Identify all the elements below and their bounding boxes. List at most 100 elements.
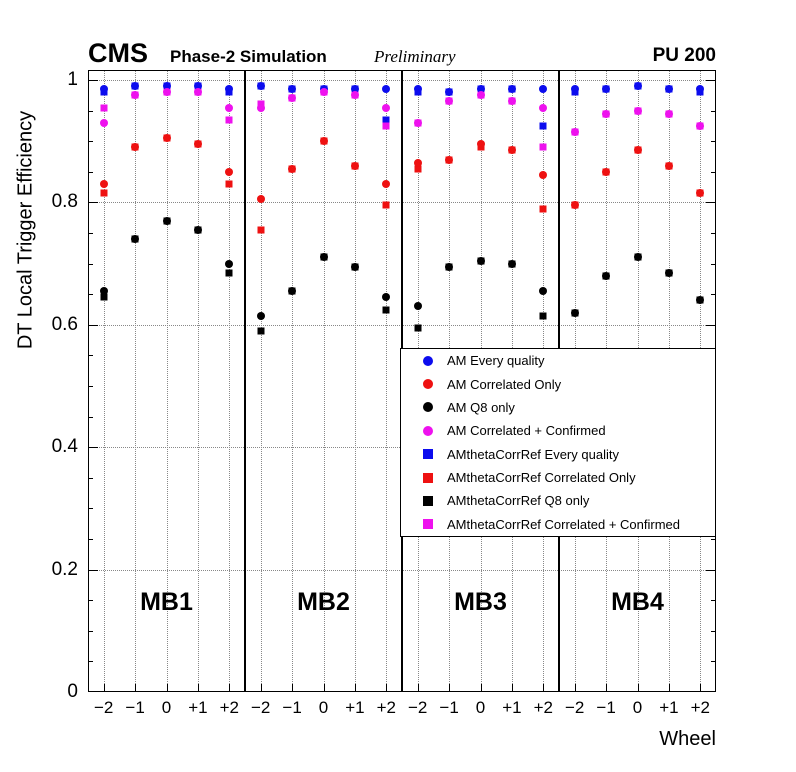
y-tick: [706, 324, 715, 326]
y-tick: [89, 600, 93, 602]
legend-label: AMthetaCorrRef Correlated Only: [447, 470, 636, 486]
y-tick: [89, 263, 93, 265]
data-point: [193, 88, 202, 97]
data-point: [633, 106, 642, 115]
panel-label: MB2: [297, 588, 350, 616]
data-point: [99, 85, 108, 94]
data-point: [664, 268, 673, 277]
y-tick: [711, 141, 715, 143]
y-tick-label: 0.8: [51, 191, 78, 213]
data-point: [507, 146, 516, 155]
data-point: [319, 137, 328, 146]
data-point: [413, 302, 422, 311]
data-point: [319, 253, 328, 262]
x-tick: [606, 684, 608, 691]
y-tick: [89, 569, 98, 571]
x-tick: [637, 684, 639, 691]
data-point: [162, 82, 171, 91]
panel-frame: [88, 70, 245, 692]
x-tick: [103, 684, 105, 691]
y-tick-label: 0.2: [51, 558, 78, 580]
x-tick-label: +2: [219, 698, 239, 717]
gridline-v: [229, 70, 231, 692]
x-tick: [260, 684, 262, 691]
legend-label: AMthetaCorrRef Q8 only: [447, 493, 590, 509]
data-point: [602, 271, 611, 280]
y-tick: [711, 600, 715, 602]
data-point: [99, 180, 108, 189]
y-tick: [711, 110, 715, 112]
y-tick: [89, 539, 93, 540]
legend-marker-square-icon: [423, 472, 433, 483]
y-tick: [89, 141, 93, 143]
gridline-v: [135, 70, 137, 692]
x-tick-label: +1: [345, 698, 365, 717]
data-point: [633, 253, 642, 262]
preliminary-label: Preliminary: [374, 47, 456, 66]
data-point: [288, 94, 297, 103]
y-tick-label: 0.6: [51, 313, 78, 335]
legend-marker-circle-icon: [423, 355, 433, 366]
data-point: [350, 262, 359, 271]
data-point: [225, 269, 233, 277]
x-tick-label: +1: [188, 698, 208, 717]
y-tick: [89, 171, 93, 173]
x-tick-label: 0: [161, 698, 172, 717]
x-tick: [197, 684, 199, 691]
x-tick: [480, 684, 482, 691]
y-tick: [706, 202, 715, 204]
data-point: [225, 103, 234, 112]
data-point: [288, 287, 297, 296]
legend-entry: AM Q8 only: [401, 396, 715, 418]
data-point: [413, 85, 422, 94]
x-axis-title: Wheel: [659, 728, 716, 750]
data-point: [570, 201, 579, 210]
data-point: [696, 189, 705, 198]
cms-label: CMS: [88, 38, 148, 68]
x-tick-label: +1: [502, 698, 522, 717]
data-point: [162, 88, 171, 97]
gridline-v: [292, 70, 294, 692]
x-tick: [417, 684, 419, 691]
x-tick-label: +2: [690, 698, 710, 717]
x-tick-label: −1: [596, 698, 616, 717]
legend: AM Every quality AM Correlated Only AM Q8 …: [400, 348, 716, 537]
data-point: [257, 226, 265, 234]
data-point: [696, 121, 705, 130]
panel-label: MB1: [140, 588, 193, 616]
data-point: [382, 201, 390, 209]
data-point: [664, 109, 673, 118]
data-point: [162, 134, 171, 143]
y-tick: [711, 539, 715, 540]
x-tick: [668, 684, 670, 691]
data-point: [602, 109, 611, 118]
data-point: [382, 306, 390, 313]
data-point: [382, 116, 390, 124]
data-point: [476, 256, 485, 265]
data-point: [476, 91, 485, 100]
legend-marker-square-icon: [423, 519, 433, 530]
y-tick: [706, 80, 715, 81]
legend-label: AMthetaCorrRef Correlated + Confirmed: [447, 516, 681, 532]
y-tick-label: 0: [67, 681, 78, 702]
legend-label: AM Every quality: [447, 353, 545, 369]
data-point: [445, 262, 454, 271]
data-point: [225, 167, 234, 176]
data-point: [507, 85, 516, 94]
x-tick: [323, 684, 325, 691]
data-point: [100, 293, 108, 301]
x-tick: [543, 684, 545, 691]
x-tick: [511, 684, 513, 691]
data-point: [539, 122, 547, 130]
x-tick-label: −1: [125, 698, 145, 717]
data-point: [382, 122, 390, 130]
data-point: [225, 85, 234, 94]
data-point: [696, 296, 705, 305]
y-tick: [711, 661, 715, 663]
data-point: [131, 82, 140, 91]
legend-label: AMthetaCorrRef Every quality: [447, 446, 619, 462]
data-point: [476, 140, 485, 149]
data-point: [445, 155, 454, 164]
y-tick: [89, 233, 93, 234]
gridline-v: [103, 70, 105, 692]
